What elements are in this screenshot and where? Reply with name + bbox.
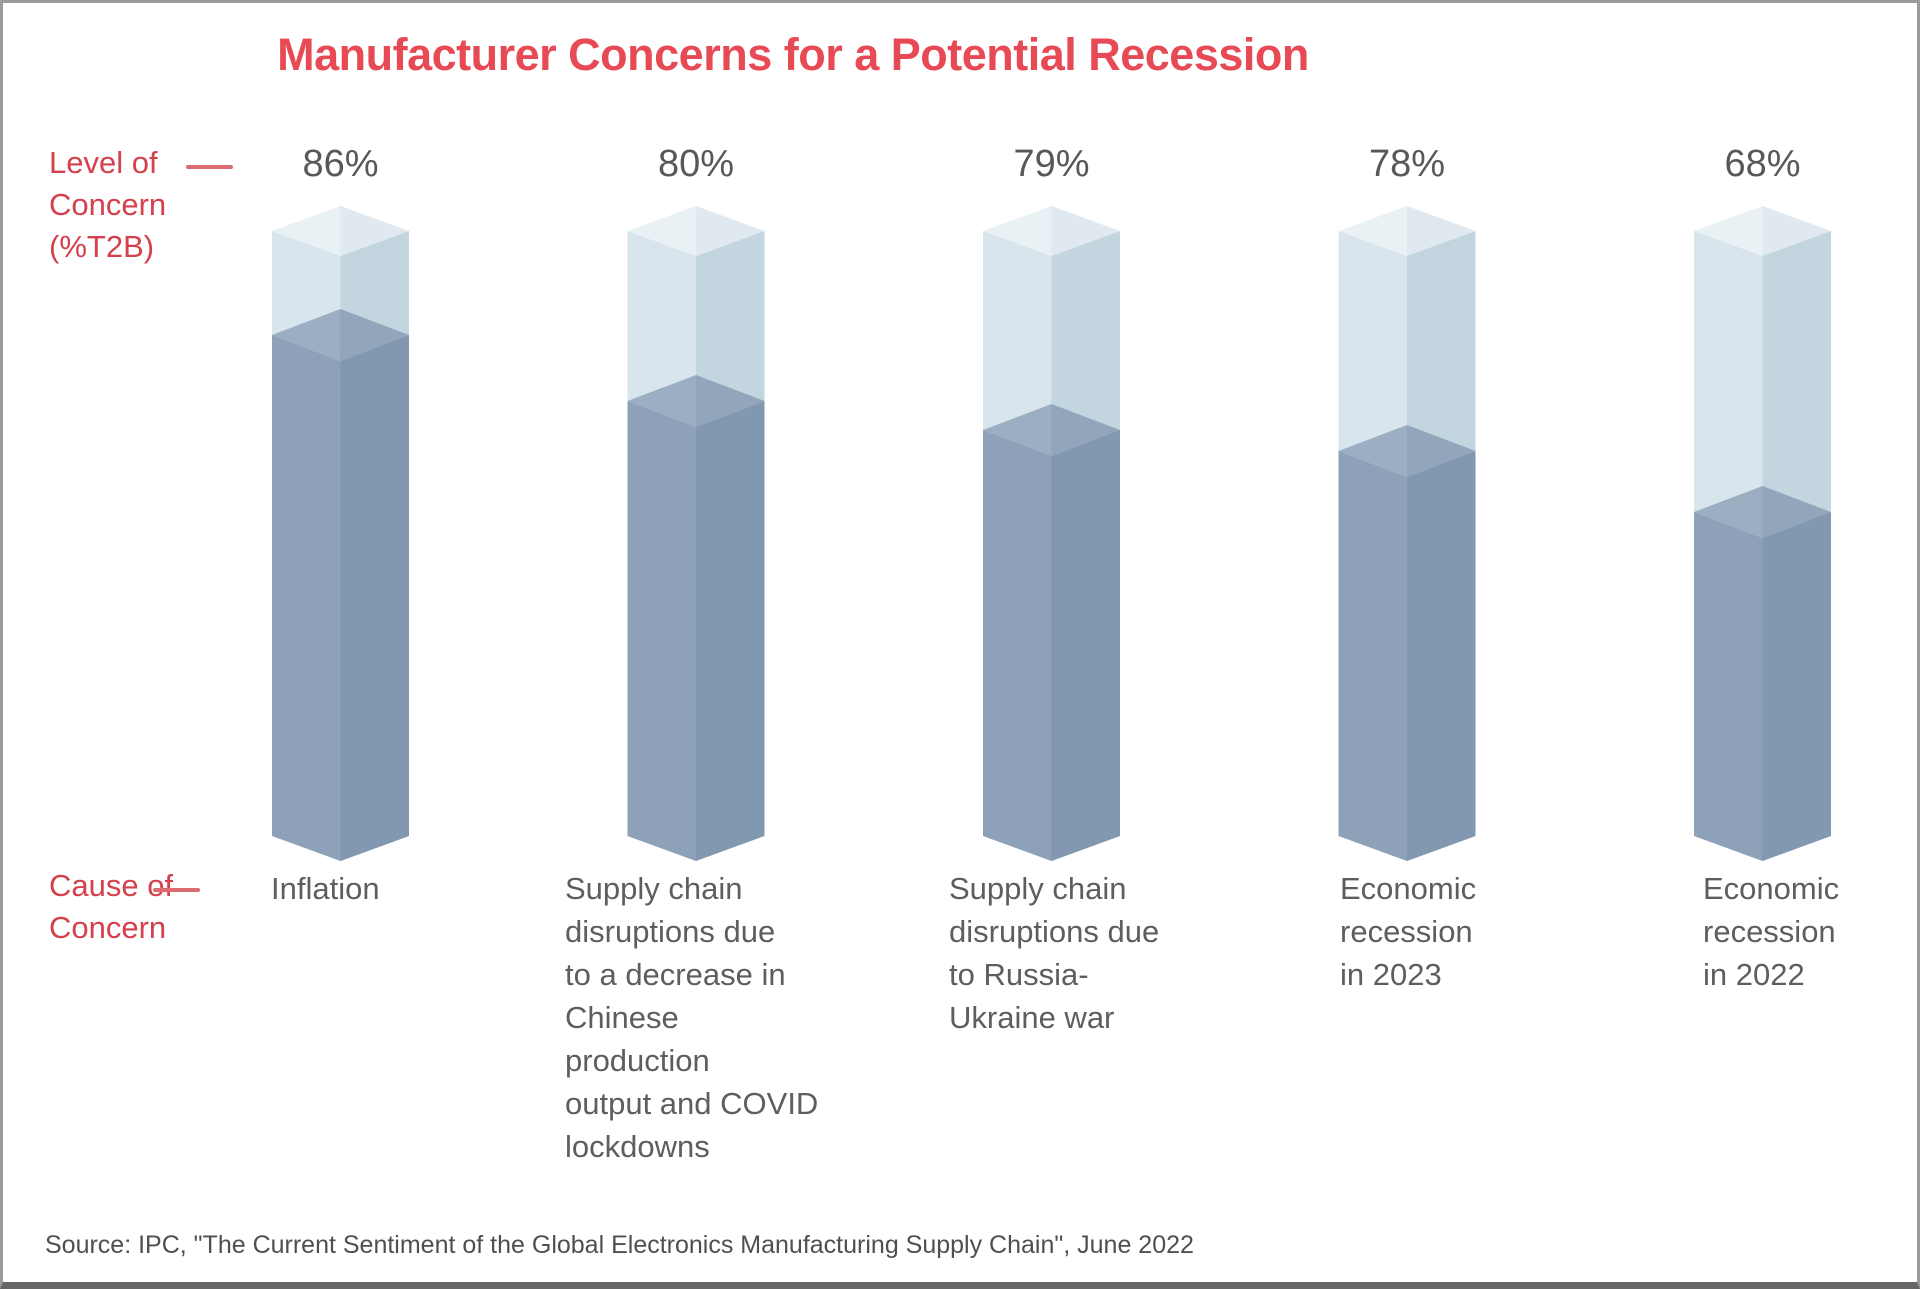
fill-cap-right	[1051, 404, 1120, 456]
glass-cap-right	[696, 206, 765, 256]
glass-cap-right	[1407, 206, 1476, 256]
bar-value-label-3: 79%	[1013, 143, 1090, 185]
bar-column-4	[1338, 206, 1476, 861]
glass-cap-right	[340, 206, 409, 256]
fill-face-left	[272, 335, 341, 861]
cause-of-concern-label: Cause of Concern	[49, 868, 174, 945]
fill-cap-left	[1694, 486, 1763, 538]
source-citation: Source: IPC, "The Current Sentiment of t…	[45, 1231, 1194, 1259]
fill-face-right	[1407, 451, 1476, 861]
fill-cap-left	[983, 404, 1052, 456]
bars-canvas	[272, 206, 1831, 861]
fill-cap-right	[1762, 486, 1831, 538]
glass-cap-left	[627, 206, 696, 256]
glass-cap-right	[1762, 206, 1831, 256]
bar-column-5	[1694, 206, 1831, 861]
fill-cap-right	[340, 309, 409, 361]
cause-of-concern-dash	[153, 888, 200, 892]
bar-category-label-5: Economic recession in 2022	[1703, 871, 1840, 992]
bar-value-label-2: 80%	[657, 143, 735, 185]
bar-category-label-1: Inflation	[271, 871, 380, 906]
fill-face-right	[696, 401, 765, 861]
fill-face-left	[1694, 512, 1763, 861]
bar-column-1	[272, 206, 409, 861]
fill-cap-left	[1338, 425, 1407, 477]
bar-category-label-3: Supply chain disruptions due to Russia- …	[949, 871, 1160, 1035]
fill-face-right	[1762, 512, 1831, 861]
bar-column-3	[983, 206, 1120, 861]
bar-category-label-4: Economic recession in 2023	[1340, 871, 1477, 992]
fill-cap-left	[627, 375, 696, 427]
fill-cap-right	[696, 375, 765, 427]
glass-cap-left	[983, 206, 1052, 256]
chart-title: Manufacturer Concerns for a Potential Re…	[277, 29, 1309, 80]
glass-cap-left	[1694, 206, 1763, 256]
glass-cap-right	[1051, 206, 1120, 256]
fill-face-right	[1051, 430, 1120, 861]
bar-category-label-2: Supply chain disruptions due to a decrea…	[565, 871, 819, 1164]
fill-face-left	[627, 401, 696, 861]
level-of-concern-label: Level of Concern (%T2B)	[49, 145, 167, 264]
glass-cap-left	[272, 206, 341, 256]
fill-cap-right	[1407, 425, 1476, 477]
bar-value-label-1: 86%	[302, 143, 379, 185]
fill-face-right	[340, 335, 409, 861]
bar-column-2	[627, 206, 765, 861]
glass-cap-left	[1338, 206, 1407, 256]
level-of-concern-dash	[186, 165, 233, 169]
fill-face-left	[983, 430, 1052, 861]
bar-value-label-4: 78%	[1368, 143, 1446, 185]
bar-value-label-5: 68%	[1724, 143, 1801, 185]
fill-face-left	[1338, 451, 1407, 861]
fill-cap-left	[272, 309, 341, 361]
